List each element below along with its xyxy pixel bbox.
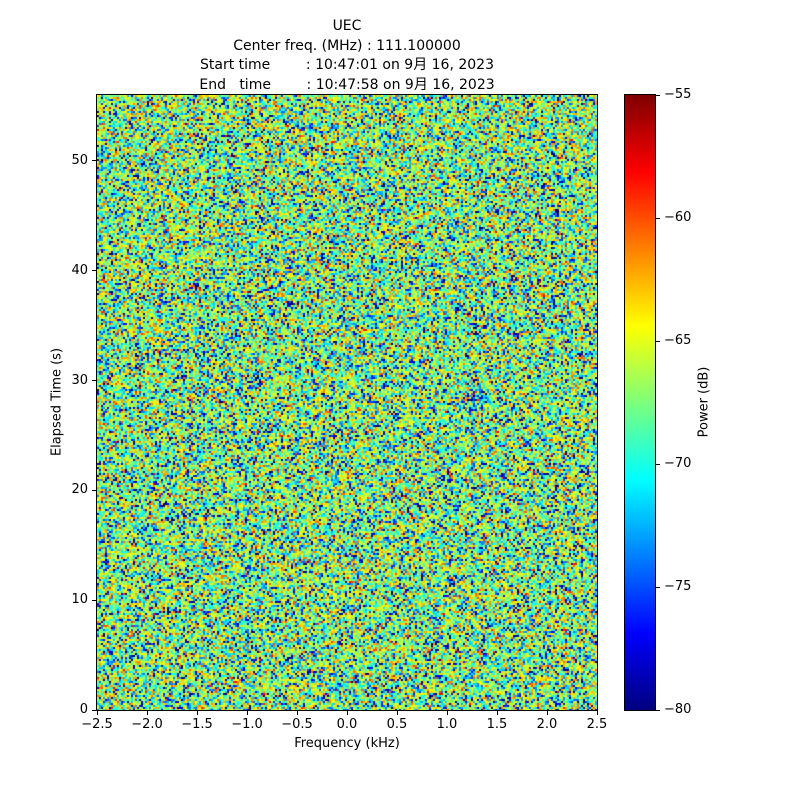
title-block: UEC Center freq. (MHz) : 111.100000 Star… <box>97 17 597 95</box>
y-tick-label: 30 <box>71 372 88 388</box>
y-tick-mark <box>92 160 96 162</box>
colorbar-tick-label: −60 <box>664 210 692 225</box>
y-tick-mark <box>92 270 96 272</box>
colorbar-tick-label: −55 <box>664 87 692 102</box>
colorbar-tick-label: −75 <box>664 579 692 594</box>
x-tick-label: −2.5 <box>81 717 113 732</box>
x-tick-label: 2.5 <box>586 717 608 732</box>
colorbar-tick-label: −80 <box>664 702 692 717</box>
x-tick-label: 2.0 <box>536 717 558 732</box>
x-tick-label: 1.0 <box>436 717 458 732</box>
x-tick-mark <box>596 711 598 715</box>
colorbar-tick-mark <box>656 217 660 219</box>
colorbar-label: Power (dB) <box>696 366 712 438</box>
colorbar <box>624 94 656 711</box>
colorbar-tick-mark <box>656 709 660 711</box>
y-tick-mark <box>92 489 96 491</box>
y-tick-label: 0 <box>79 702 88 717</box>
x-tick-mark <box>96 711 98 715</box>
y-tick-label: 10 <box>71 592 88 608</box>
x-tick-mark <box>146 711 148 715</box>
colorbar-tick-mark <box>656 463 660 465</box>
x-tick-label: −1.0 <box>231 717 263 732</box>
colorbar-tick-label: −70 <box>664 456 692 471</box>
x-tick-mark <box>296 711 298 715</box>
x-tick-label: −1.5 <box>181 717 213 732</box>
y-axis-label: Elapsed Time (s) <box>49 347 65 457</box>
x-tick-mark <box>496 711 498 715</box>
y-tick-mark <box>92 599 96 601</box>
y-tick-mark <box>92 380 96 382</box>
x-tick-label: 0.5 <box>386 717 408 732</box>
x-tick-label: −2.0 <box>131 717 163 732</box>
x-tick-mark <box>196 711 198 715</box>
x-tick-label: −0.5 <box>281 717 313 732</box>
x-axis-label: Frequency (kHz) <box>294 736 400 751</box>
x-tick-label: 1.5 <box>486 717 508 732</box>
plot-title: UEC <box>332 18 362 34</box>
y-tick-label: 40 <box>71 262 88 278</box>
colorbar-tick-mark <box>656 340 660 342</box>
colorbar-tick-mark <box>656 94 660 96</box>
y-tick-label: 50 <box>71 152 88 168</box>
colorbar-tick-mark <box>656 586 660 588</box>
colorbar-tick-label: −65 <box>664 333 692 348</box>
x-tick-mark <box>446 711 448 715</box>
spectrogram-heatmap <box>97 95 597 710</box>
center-freq-line: Center freq. (MHz) : 111.100000 <box>233 37 461 54</box>
x-tick-mark <box>396 711 398 715</box>
x-tick-mark <box>346 711 348 715</box>
x-tick-mark <box>546 711 548 715</box>
y-tick-mark <box>92 709 96 711</box>
y-tick-label: 20 <box>71 482 88 498</box>
x-tick-mark <box>246 711 248 715</box>
end-time-line: End time : 10:47:58 on 9月 16, 2023 <box>199 76 495 93</box>
x-tick-label: 0.0 <box>336 717 358 732</box>
start-time-line: Start time : 10:47:01 on 9月 16, 2023 <box>200 57 494 73</box>
